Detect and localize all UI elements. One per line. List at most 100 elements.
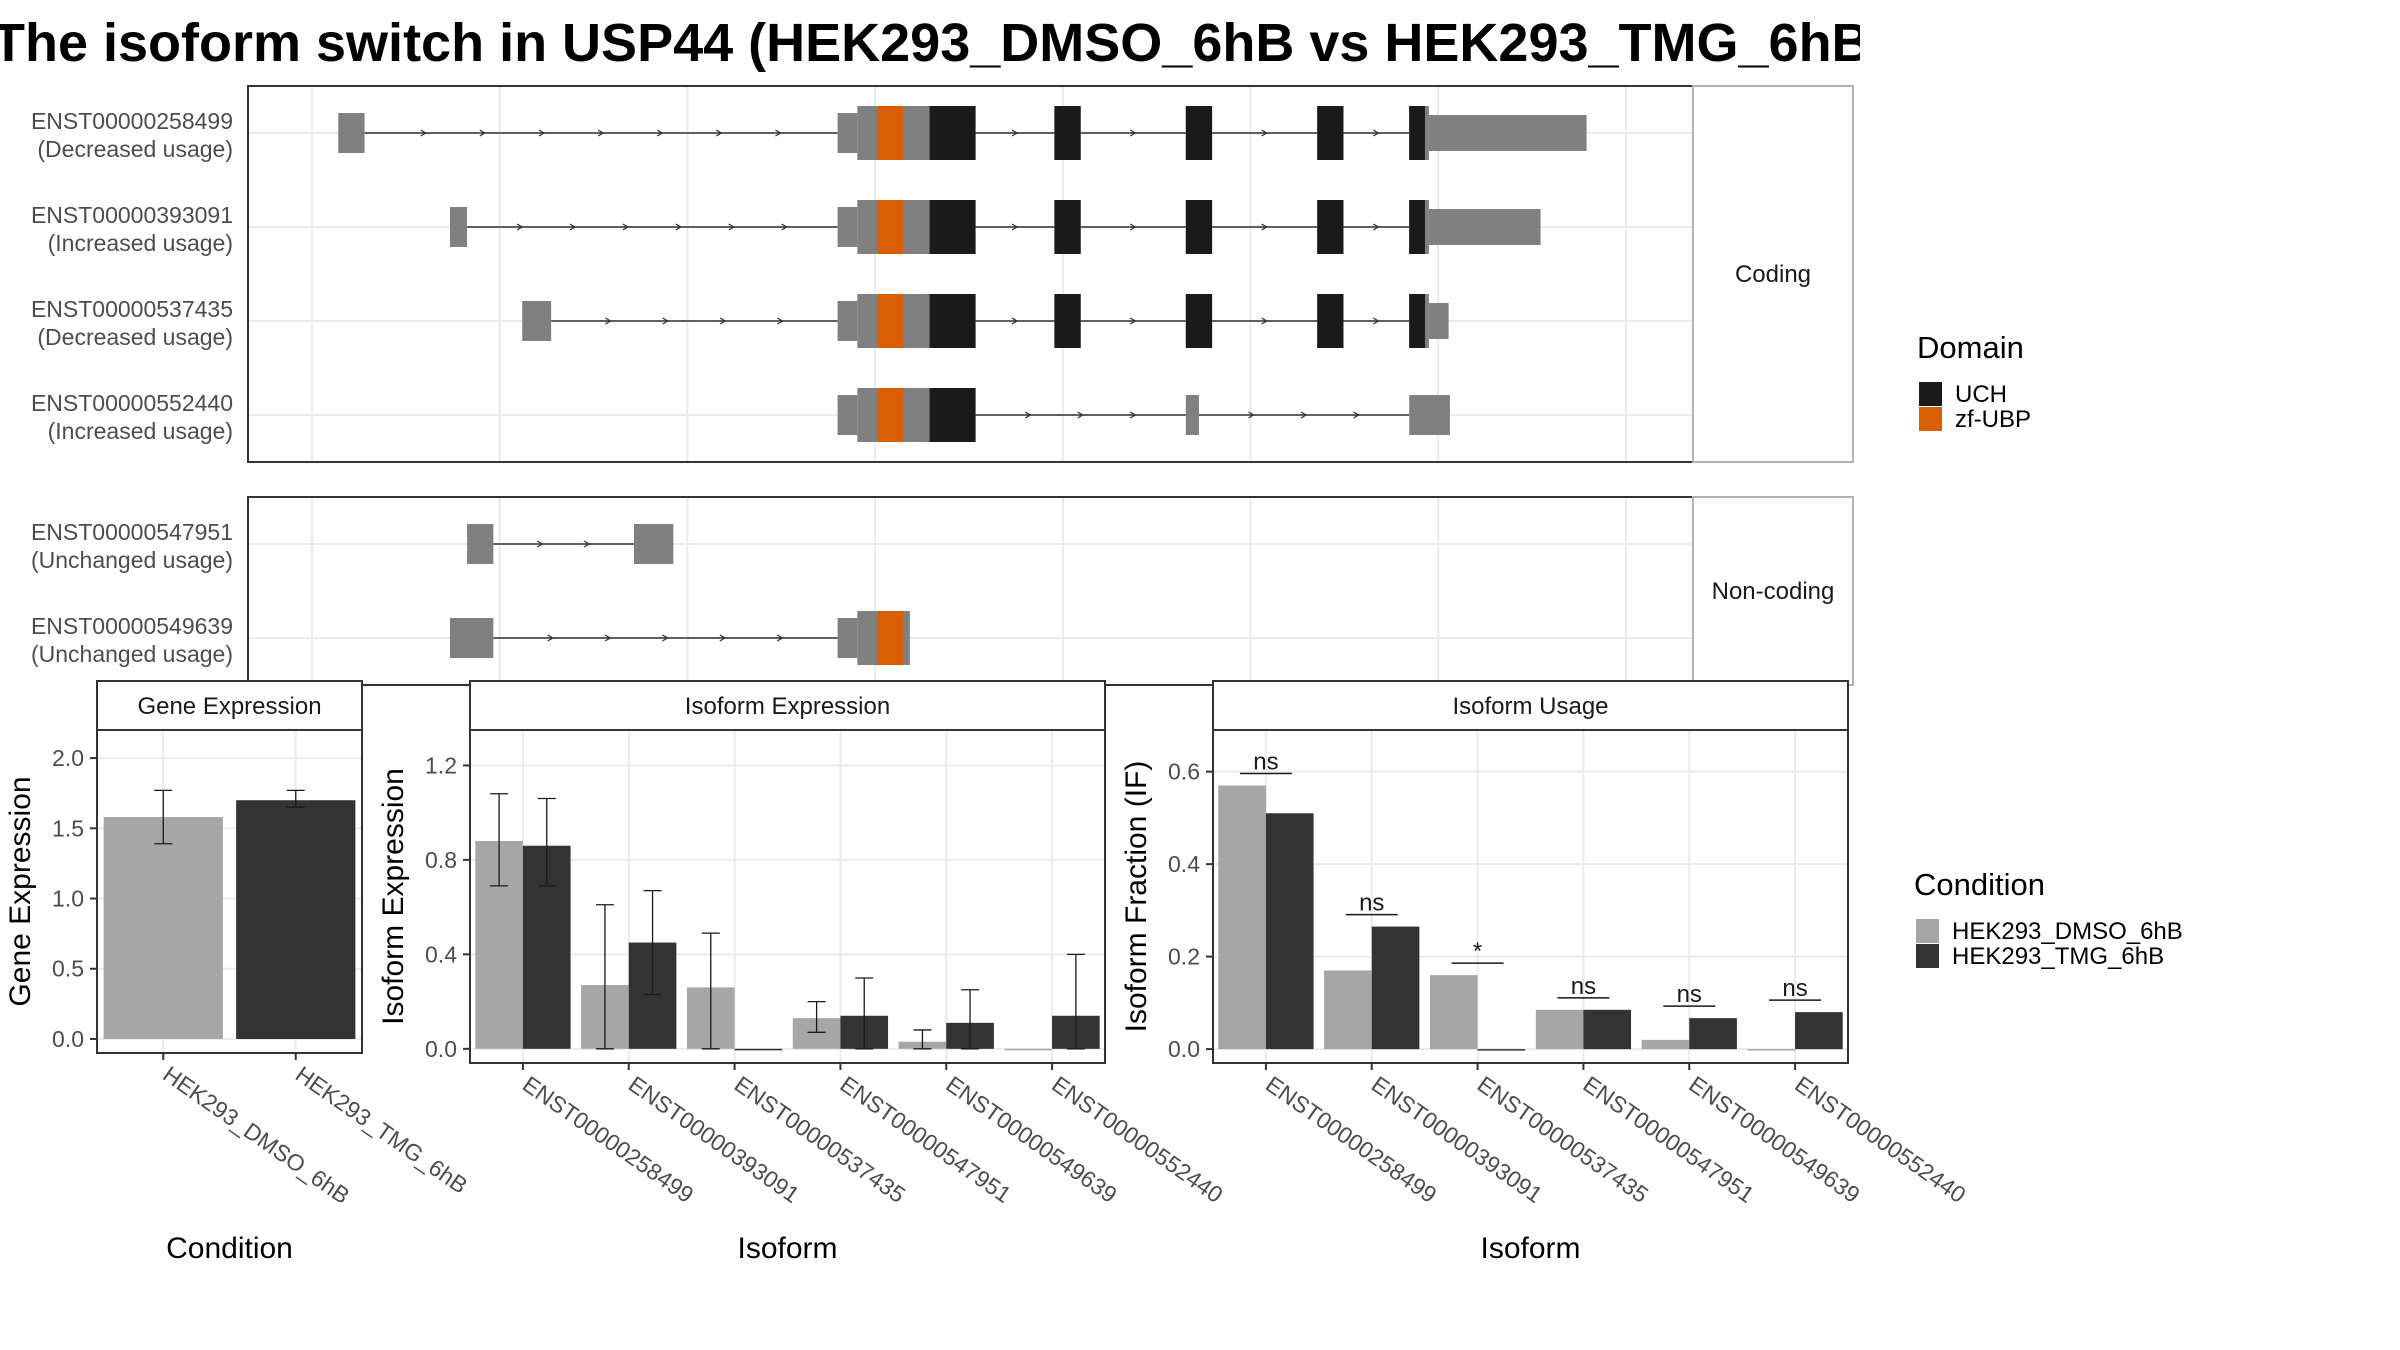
- transcript-facet-non-coding: ENST00000547951 (Unchanged usage) ENST0000…: [31, 496, 1854, 686]
- transcript-usage: (Decreased usage): [37, 136, 233, 162]
- transcript-usage: (Increased usage): [48, 418, 233, 444]
- y-axis-title: Isoform Expression: [377, 768, 410, 1025]
- isoform-expression-chart: Isoform Expression 0.0 0.4 0.8 1.2 ENST000002…: [377, 680, 1228, 1265]
- transcript-ENST00000393091: ENST00000393091 (Increased usage): [31, 200, 1541, 256]
- exon: [1185, 395, 1199, 435]
- transcript-ENST00000258499: ENST00000258499 (Decreased usage): [31, 106, 1587, 162]
- x-axis-title: Isoform: [1480, 1232, 1580, 1265]
- transcript-id: ENST00000549639: [31, 613, 233, 639]
- bar: [1371, 926, 1420, 1050]
- x-tick-label: ENST00000549639: [941, 1071, 1121, 1208]
- direction-arrow: [662, 634, 669, 642]
- y-tick-label: 0.8: [425, 847, 457, 873]
- significance-label: ns: [1677, 981, 1702, 1008]
- exon: [1428, 303, 1449, 339]
- transcript-label: ENST00000537435 (Decreased usage): [31, 296, 233, 350]
- facet-strip: [1212, 680, 1849, 731]
- legend-key: [1916, 919, 1939, 943]
- bar: [734, 1048, 783, 1051]
- transcript-usage: (Unchanged usage): [31, 641, 233, 667]
- direction-arrow: [1024, 411, 1032, 419]
- bar: [1324, 970, 1372, 1050]
- direction-arrow: [1129, 129, 1137, 137]
- transcript-usage: (Decreased usage): [37, 324, 233, 350]
- y-tick-label: 1.2: [425, 752, 457, 778]
- direction-arrow: [776, 317, 784, 325]
- legend-key: [1916, 944, 1939, 968]
- direction-arrow: [420, 129, 427, 137]
- domain-uch: [1054, 106, 1081, 160]
- facet-strip-label: Coding: [1735, 261, 1811, 288]
- direction-arrow: [569, 223, 577, 231]
- y-tick-label: 0.0: [1168, 1036, 1200, 1062]
- domain-zf-ubp: [877, 388, 904, 442]
- direction-arrow: [719, 634, 727, 642]
- transcript-id: ENST00000393091: [31, 202, 233, 228]
- direction-arrow: [776, 634, 784, 642]
- bar: [1265, 813, 1314, 1050]
- exon: [1428, 209, 1541, 245]
- direction-arrow: [547, 634, 554, 642]
- bar: [1795, 1012, 1843, 1050]
- legend-key: [1919, 382, 1942, 406]
- transcript-label: ENST00000547951 (Unchanged usage): [31, 519, 233, 573]
- direction-arrow: [675, 223, 683, 231]
- domain-uch: [1185, 106, 1213, 160]
- bar: [1583, 1009, 1632, 1050]
- exon: [522, 301, 552, 341]
- y-tick-label: 0.4: [425, 941, 457, 967]
- transcript-id: ENST00000537435: [31, 296, 233, 322]
- bar: [1218, 785, 1266, 1050]
- direction-arrow: [622, 223, 630, 231]
- domain-uch: [1054, 294, 1081, 348]
- x-axis-title: Isoform: [737, 1232, 837, 1265]
- significance-label: *: [1473, 938, 1482, 965]
- direction-arrow: [719, 317, 727, 325]
- transcript-ENST00000549639: ENST00000549639 (Unchanged usage): [31, 611, 910, 667]
- direction-arrow: [605, 317, 612, 325]
- direction-arrow: [1261, 223, 1268, 231]
- panel-border: [1212, 729, 1849, 1064]
- legend-label: HEK293_DMSO_6hB: [1952, 918, 2183, 945]
- transcript-label: ENST00000552440 (Increased usage): [31, 390, 233, 444]
- transcript-ENST00000537435: ENST00000537435 (Decreased usage): [31, 294, 1449, 350]
- direction-arrow: [516, 223, 524, 231]
- direction-arrow: [662, 317, 669, 325]
- domain-uch: [1054, 200, 1081, 254]
- chart-title: The isoform switch in USP44 (HEK293_DMSO…: [0, 13, 1860, 73]
- panel-border: [469, 729, 1106, 1064]
- direction-arrow: [1011, 129, 1019, 137]
- y-tick-label: 1.0: [52, 886, 84, 912]
- direction-arrow: [781, 223, 788, 231]
- bar: [1641, 1039, 1690, 1050]
- direction-arrow: [1373, 223, 1380, 231]
- exon: [837, 618, 858, 658]
- legend-key: [1919, 407, 1942, 431]
- direction-arrow: [583, 540, 591, 548]
- exon: [449, 618, 494, 658]
- y-tick-label: 0.0: [52, 1026, 84, 1052]
- direction-arrow: [716, 129, 723, 137]
- x-tick-label: ENST00000552440: [1790, 1071, 1970, 1208]
- exon: [837, 395, 858, 435]
- transcript-id: ENST00000258499: [31, 108, 233, 134]
- panel-title: Isoform Expression: [685, 693, 890, 720]
- panel-title: Gene Expression: [137, 693, 321, 720]
- y-tick-label: 1.5: [52, 815, 84, 841]
- domain-uch: [1317, 200, 1344, 254]
- exon: [449, 207, 468, 247]
- x-tick-label: ENST00000537435: [730, 1071, 910, 1208]
- facet-strip: [96, 680, 363, 731]
- direction-arrow: [1011, 223, 1019, 231]
- y-axis-title: Isoform Fraction (IF): [1120, 761, 1153, 1033]
- x-tick-label: ENST00000547951: [1579, 1071, 1759, 1208]
- direction-arrow: [536, 540, 544, 548]
- direction-arrow: [1077, 411, 1084, 419]
- facet-strip: [1692, 496, 1854, 686]
- legend-label: HEK293_TMG_6hB: [1952, 943, 2164, 970]
- direction-arrow: [1353, 411, 1360, 419]
- domain-zf-ubp: [877, 106, 904, 160]
- bar: [236, 800, 356, 1039]
